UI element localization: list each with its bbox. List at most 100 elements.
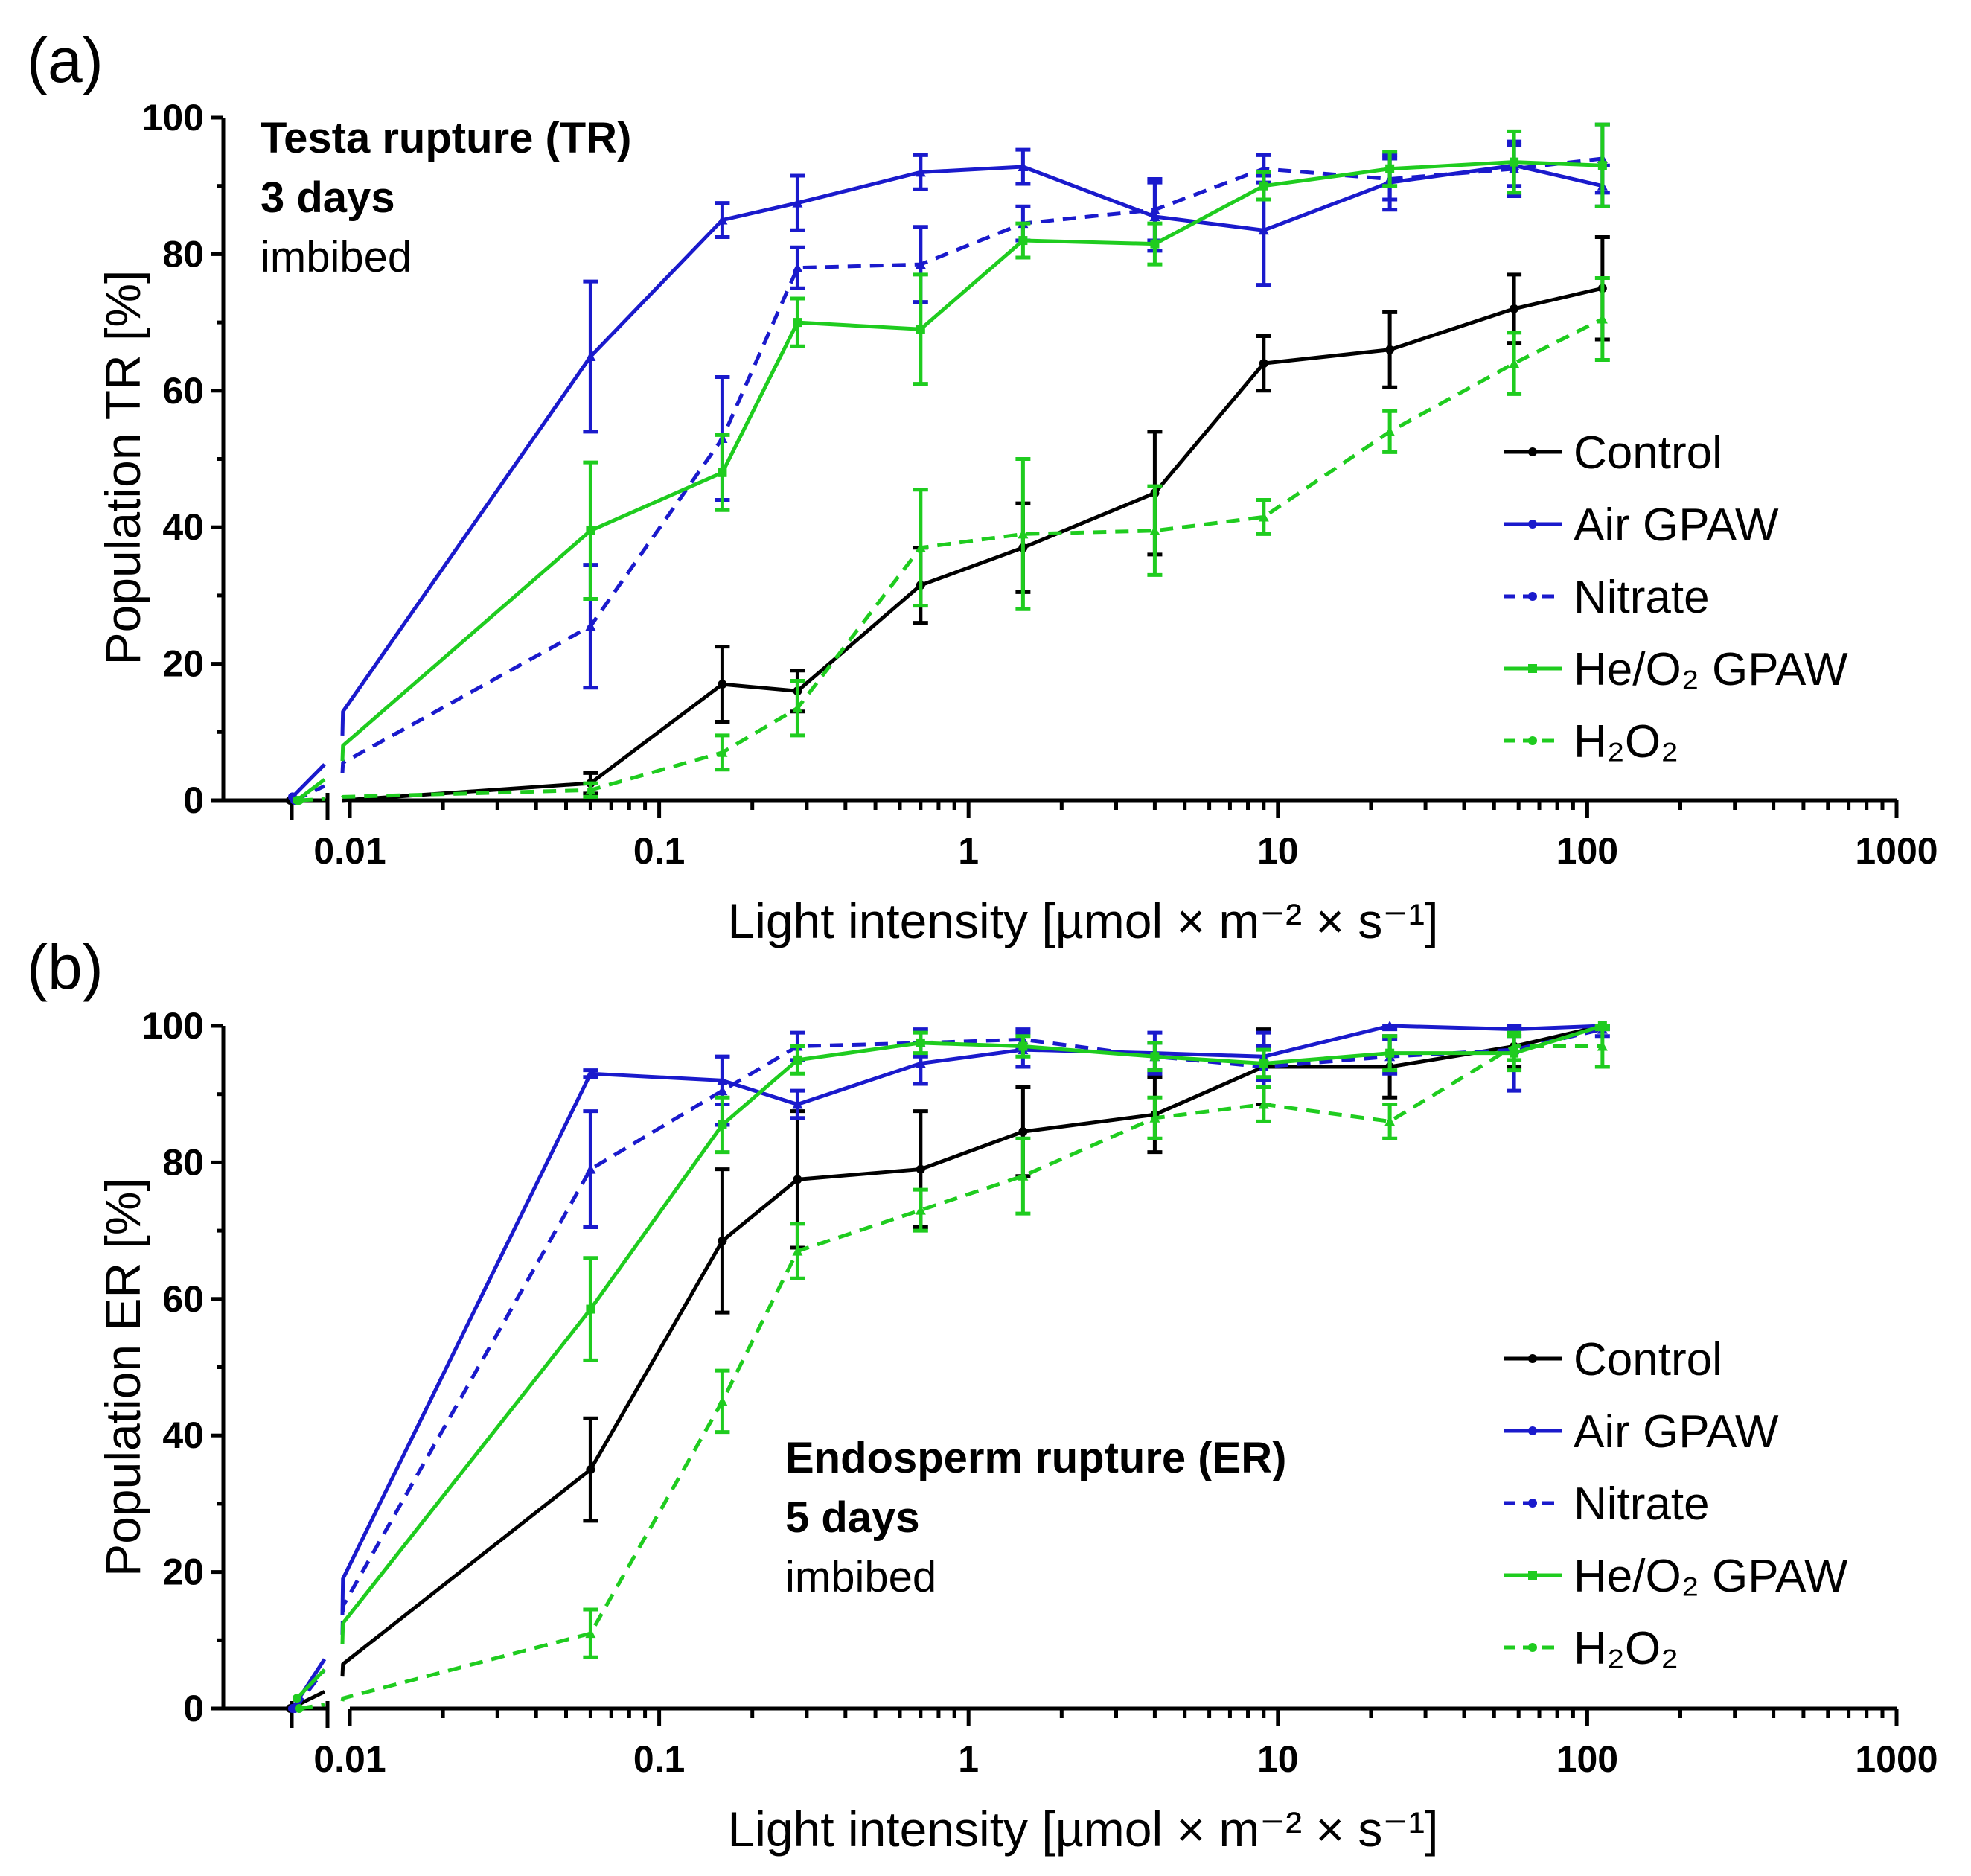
data-point: [1384, 1116, 1396, 1126]
legend-item-control: Control: [1504, 427, 1722, 479]
dark-segment: [296, 1668, 326, 1700]
data-point: [1018, 162, 1029, 172]
data-point: [915, 542, 926, 552]
series-control: [286, 234, 1610, 805]
data-point: [585, 785, 596, 795]
x-tick-label: 1: [958, 830, 979, 872]
legend-item-heo2: He/O₂ GPAW: [1504, 1551, 1848, 1602]
y-tick-label: 60: [162, 370, 204, 412]
data-point: [793, 318, 802, 328]
panel-a-annotation-state: imbibed: [261, 233, 412, 281]
x-tick-label: 10: [1257, 1738, 1299, 1780]
series-nitrate: [290, 122, 1610, 805]
panel-a-legend: Control Air GPAW Nitrate He/O₂ GPAW H₂O₂: [1504, 427, 1848, 768]
panel-b-series: [286, 1021, 1610, 1713]
y-tick-label: 40: [162, 1414, 204, 1456]
data-point: [792, 1245, 803, 1256]
series-heo2: [293, 1021, 1610, 1703]
data-point: [585, 351, 596, 361]
legend-label: H₂O₂: [1574, 1623, 1678, 1674]
series-line: [340, 1024, 1603, 1615]
series-line: [340, 163, 1603, 736]
data-point: [1258, 225, 1269, 235]
series-h2o2: [295, 275, 1610, 805]
panel-b: (b) Population ER [%] Light intensity [µ…: [27, 932, 1938, 1857]
x-tick-label: 0.1: [633, 830, 686, 872]
legend-label: Nitrate: [1574, 1478, 1710, 1530]
series-control: [286, 1021, 1607, 1713]
data-point: [1259, 359, 1268, 368]
data-point: [793, 1055, 802, 1065]
data-point: [1259, 1059, 1268, 1068]
panel-b-annotation: Endosperm rupture (ER) 5 days imbibed: [785, 1434, 1287, 1601]
panel-a-series: [286, 122, 1610, 805]
panel-b-annotation-duration: 5 days: [785, 1493, 920, 1542]
series-heo2: [293, 122, 1610, 805]
data-point: [1150, 239, 1160, 249]
data-point: [915, 259, 926, 269]
data-point: [1259, 181, 1268, 191]
y-tick-label: 80: [162, 1141, 204, 1183]
series-line: [340, 156, 1603, 773]
y-tick-label: 20: [162, 1551, 204, 1593]
data-point: [915, 167, 926, 177]
data-point: [1018, 529, 1029, 539]
legend-marker: [1528, 1571, 1537, 1580]
data-point: [792, 197, 803, 208]
legend-label: Control: [1574, 427, 1722, 479]
data-point: [1018, 1170, 1029, 1181]
data-point: [1597, 161, 1607, 170]
legend-marker: [1528, 736, 1537, 745]
panel-b-annotation-title: Endosperm rupture (ER): [785, 1434, 1287, 1482]
data-point: [586, 1304, 595, 1314]
legend-marker: [1528, 1643, 1537, 1652]
legend-label: He/O₂ GPAW: [1574, 644, 1848, 695]
data-point: [1510, 157, 1519, 167]
data-point: [585, 621, 596, 631]
data-point: [1384, 1021, 1396, 1030]
x-tick-label: 1000: [1855, 1738, 1938, 1780]
data-point: [1510, 304, 1519, 313]
panel-b-annotation-state: imbibed: [785, 1553, 936, 1601]
panel-b-y-axis-title: Population ER [%]: [95, 1178, 150, 1577]
data-point: [1384, 426, 1396, 436]
panel-b-x-axis-title: Light intensity [µmol × m⁻² × s⁻¹]: [727, 1802, 1438, 1857]
y-tick-label: 40: [162, 506, 204, 548]
series-line: [340, 160, 1603, 762]
data-point: [718, 1120, 727, 1129]
data-point: [717, 1396, 728, 1406]
panel-a-annotation-duration: 3 days: [261, 173, 395, 222]
data-point: [1597, 313, 1608, 324]
x-tick-label: 100: [1556, 1738, 1618, 1780]
x-tick-label: 0.01: [313, 830, 386, 872]
panel-a-label: (a): [27, 25, 103, 95]
data-point: [1385, 345, 1395, 354]
data-point: [586, 526, 595, 535]
legend-marker: [1528, 664, 1537, 673]
x-tick-label: 1: [958, 1738, 979, 1780]
legend-label: H₂O₂: [1574, 716, 1678, 768]
y-tick-label: 20: [162, 643, 204, 685]
legend-item-heo2: He/O₂ GPAW: [1504, 644, 1848, 695]
data-point: [792, 703, 803, 713]
data-point: [718, 680, 727, 689]
data-point: [585, 1164, 596, 1174]
legend-item-air: Air GPAW: [1504, 500, 1779, 551]
dark-segment: [291, 763, 326, 799]
panel-a-y-axis-title: Population TR [%]: [95, 270, 150, 666]
data-point: [915, 1058, 926, 1068]
data-point: [1509, 358, 1520, 368]
panel-a-annotation-title: Testa rupture (TR): [261, 114, 631, 162]
data-point: [585, 1628, 596, 1639]
data-point: [1385, 164, 1395, 173]
series-nitrate: [290, 1024, 1610, 1713]
series-line: [340, 1044, 1603, 1702]
data-point: [1258, 511, 1269, 522]
data-point: [1018, 1041, 1028, 1051]
legend-marker: [1528, 520, 1537, 529]
y-tick-label: 0: [183, 779, 204, 821]
series-line: [340, 1024, 1603, 1677]
legend-item-air: Air GPAW: [1504, 1406, 1779, 1458]
legend-label: He/O₂ GPAW: [1574, 1551, 1848, 1602]
data-point: [916, 325, 925, 334]
